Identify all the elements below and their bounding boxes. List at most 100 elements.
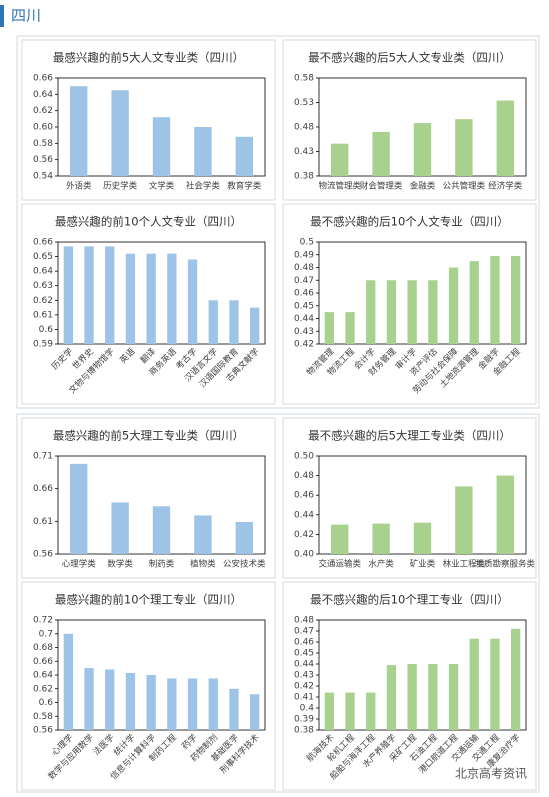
y-tick-label: 0.44 xyxy=(294,660,314,670)
plot-frame xyxy=(57,241,266,345)
bar xyxy=(448,267,459,344)
bar xyxy=(105,669,115,730)
y-tick-label: 0.47 xyxy=(294,276,314,286)
x-tick-label: 公共管理类 xyxy=(443,181,486,192)
y-tick-label: 0.56 xyxy=(33,550,53,560)
y-tick-label: 0.53 xyxy=(294,98,314,108)
x-tick-label: 历史学类 xyxy=(103,181,138,192)
y-tick-label: 0.45 xyxy=(294,649,314,659)
chart-title: 最感兴趣的前10个人文专业（四川） xyxy=(55,215,242,229)
x-tick-label: 交通运输类 xyxy=(318,559,361,570)
y-tick-label: 0.5 xyxy=(300,238,314,248)
y-tick-label: 0.56 xyxy=(33,726,53,736)
bar xyxy=(413,522,432,554)
bar xyxy=(490,638,500,730)
y-tick-label: 0.6 xyxy=(39,698,54,708)
y-tick-label: 0.43 xyxy=(294,671,314,681)
bar xyxy=(510,256,521,344)
y-tick-label: 0.43 xyxy=(294,327,314,337)
bar xyxy=(194,515,212,554)
bar xyxy=(70,463,88,554)
bar xyxy=(448,664,459,730)
bar xyxy=(490,256,500,344)
y-tick-label: 0.39 xyxy=(294,715,314,725)
bar xyxy=(70,86,88,176)
y-tick-label: 0.48 xyxy=(294,616,314,626)
chart-title: 最不感兴趣的后10个人文专业（四川） xyxy=(310,215,509,229)
bar xyxy=(84,668,94,730)
group-box xyxy=(16,35,540,409)
y-tick-label: 0.46 xyxy=(294,491,314,501)
bar xyxy=(208,678,218,730)
bar xyxy=(125,253,136,344)
y-tick-label: 0.68 xyxy=(33,643,53,653)
y-tick-label: 0.58 xyxy=(33,139,53,149)
header-title: 四川 xyxy=(11,7,41,25)
y-tick-label: 0.72 xyxy=(33,616,53,626)
y-tick-label: 0.62 xyxy=(33,106,53,116)
bar xyxy=(84,246,94,344)
y-tick-label: 0.42 xyxy=(294,530,314,540)
y-tick-label: 0.6 xyxy=(39,325,54,335)
bar xyxy=(496,100,514,176)
x-tick-label: 心理学类 xyxy=(62,559,97,570)
y-tick-label: 0.66 xyxy=(33,484,53,494)
y-tick-label: 0.44 xyxy=(294,314,314,324)
x-tick-label: 制药类 xyxy=(149,559,175,570)
bar xyxy=(455,486,473,554)
bar xyxy=(428,664,438,730)
bar xyxy=(496,475,514,554)
bar xyxy=(235,136,253,176)
y-tick-label: 0.45 xyxy=(294,301,314,311)
y-tick-label: 0.42 xyxy=(294,340,314,350)
y-tick-label: 0.58 xyxy=(33,712,53,722)
bar xyxy=(63,633,74,730)
bar xyxy=(229,300,239,344)
bar xyxy=(111,502,129,554)
x-tick-label: 林业工程类 xyxy=(443,559,486,570)
y-tick-label: 0.41 xyxy=(294,693,314,703)
y-tick-label: 0.66 xyxy=(33,657,53,667)
x-tick-label: 水产类 xyxy=(368,559,394,570)
watermark: 北京高考资讯 xyxy=(455,766,527,781)
y-tick-label: 0.44 xyxy=(294,510,314,520)
bar xyxy=(345,312,355,344)
y-tick-label: 0.40 xyxy=(294,550,314,560)
y-tick-label: 0.64 xyxy=(33,671,53,681)
bar xyxy=(152,117,171,176)
bar xyxy=(146,253,156,344)
chart-title: 最不感兴趣的后5大人文专业类（四川） xyxy=(308,51,511,65)
bar xyxy=(187,678,198,730)
bar xyxy=(469,638,479,730)
x-tick-label: 财会管理类 xyxy=(360,181,403,192)
x-tick-label: 经济学类 xyxy=(488,181,523,192)
bar xyxy=(331,524,349,554)
bar xyxy=(167,253,177,344)
bar xyxy=(63,246,74,344)
chart-title: 最感兴趣的前5大人文专业类（四川） xyxy=(53,51,244,65)
y-tick-label: 0.63 xyxy=(33,281,53,291)
chart-title: 最感兴趣的前5大理工专业类（四川） xyxy=(53,429,244,443)
y-tick-label: 0.48 xyxy=(294,263,314,273)
x-tick-label: 外语类 xyxy=(66,181,92,192)
x-tick-label: 公安技术类 xyxy=(223,559,266,570)
y-tick-label: 0.61 xyxy=(33,310,53,320)
y-tick-label: 0.62 xyxy=(33,684,53,694)
x-tick-label: 植物类 xyxy=(190,559,216,570)
y-tick-label: 0.66 xyxy=(33,74,53,84)
y-tick-label: 0.62 xyxy=(33,296,53,306)
y-tick-label: 0.49 xyxy=(294,250,314,260)
y-tick-label: 0.56 xyxy=(33,155,53,165)
bar xyxy=(249,694,260,730)
bar xyxy=(469,261,479,344)
bar xyxy=(249,307,260,344)
bar xyxy=(372,131,390,176)
bar xyxy=(366,692,376,730)
y-tick-label: 0.48 xyxy=(294,471,314,481)
bar xyxy=(324,692,335,730)
bar xyxy=(386,665,397,730)
y-tick-label: 0.46 xyxy=(294,289,314,299)
y-tick-label: 0.61 xyxy=(33,517,53,527)
bar xyxy=(111,90,129,176)
